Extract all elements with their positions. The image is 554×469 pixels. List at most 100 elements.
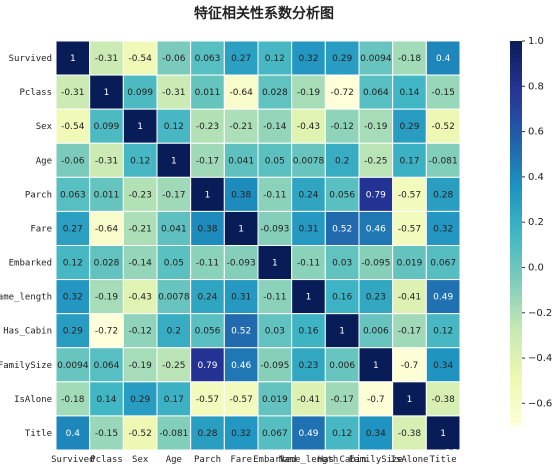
cell-value-label: 0.17 xyxy=(164,395,184,405)
colorbar-tick-label: −0.6 xyxy=(528,398,552,409)
cell-value-label: 0.063 xyxy=(195,54,221,64)
cell-value-label: -0.12 xyxy=(331,122,354,132)
heatmap-cell xyxy=(257,74,293,110)
cell-value-label: -0.06 xyxy=(162,54,186,64)
y-tick-label: Name_length xyxy=(0,293,52,303)
cell-value-label: 0.063 xyxy=(60,190,86,200)
cell-value-label: -0.25 xyxy=(364,156,387,166)
y-axis-labels: Survived Pclass Sex Age Parch Fare Embarked Nam… xyxy=(0,54,53,439)
heatmap-cell xyxy=(425,210,461,247)
cell-value-label: 0.099 xyxy=(94,122,120,132)
y-tick-label: Title xyxy=(25,429,52,439)
cell-value-label: 0.14 xyxy=(96,395,116,405)
cell-value-label: 0.056 xyxy=(329,190,355,200)
cell-value-label: -0.57 xyxy=(196,395,219,405)
y-tick-label: Survived xyxy=(9,54,52,64)
x-tick-label: Title xyxy=(430,455,457,465)
heatmap-cell xyxy=(223,74,259,110)
heatmap-cell xyxy=(223,381,259,417)
cell-value-label: -0.54 xyxy=(61,122,85,132)
heatmap-cell xyxy=(257,279,293,315)
x-tick-label: IsAlone xyxy=(391,455,429,465)
cell-value-label: 0.49 xyxy=(298,429,318,439)
x-tick-label: Parch xyxy=(194,455,221,465)
cell-value-label: 0.0094 xyxy=(57,361,89,371)
cell-value-label: 0.12 xyxy=(265,54,285,64)
cell-value-label: 0.12 xyxy=(130,156,150,166)
x-tick-label: Survived xyxy=(51,455,94,465)
cell-value-label: -0.31 xyxy=(95,156,118,166)
cell-value-label: -0.21 xyxy=(230,122,253,132)
cell-value-label: 0.16 xyxy=(332,293,352,303)
heatmap-cell xyxy=(257,415,293,451)
heatmap-cells: 1 -0.31 -0.54 -0.06 0.063 0.27 0.12 0.32 0.29 0.0… xyxy=(55,40,461,451)
heatmap-cell xyxy=(257,313,293,349)
y-tick-label: IsAlone xyxy=(14,395,52,405)
cell-value-label: 0.099 xyxy=(127,88,153,98)
x-tick-label: Sex xyxy=(132,455,149,465)
y-tick-label: Pclass xyxy=(19,88,52,98)
cell-value-label: 0.46 xyxy=(366,224,386,234)
cell-value-label: 0.79 xyxy=(197,361,217,371)
cell-value-label: -0.11 xyxy=(297,259,320,269)
cell-value-label: -0.43 xyxy=(129,293,152,303)
cell-value-label: -0.23 xyxy=(129,190,152,200)
cell-value-label: 0.79 xyxy=(366,190,386,200)
cell-value-label: 0.31 xyxy=(231,293,251,303)
heatmap-cell xyxy=(122,279,158,315)
heatmap-cell xyxy=(324,381,360,417)
heatmap-cell xyxy=(190,279,225,315)
cell-value-label: -0.31 xyxy=(61,88,84,98)
cell-value-label: -0.19 xyxy=(95,293,119,303)
heatmap-cell xyxy=(392,381,427,417)
heatmap-cell xyxy=(324,210,360,247)
cell-value-label: 1 xyxy=(137,122,143,132)
cell-value-label: -0.57 xyxy=(398,224,421,234)
heatmap-cell xyxy=(55,40,91,76)
cell-value-label: -0.17 xyxy=(196,156,219,166)
cell-value-label: 0.05 xyxy=(164,259,184,269)
heatmap-cell xyxy=(55,142,91,178)
cell-value-label: 0.24 xyxy=(298,190,318,200)
heatmap-cell xyxy=(425,279,461,315)
heatmap-cell xyxy=(291,381,326,417)
cell-value-label: -0.18 xyxy=(61,395,85,405)
heatmap-cell xyxy=(324,245,360,281)
cell-value-label: -0.093 xyxy=(227,259,256,269)
cell-value-label: -0.38 xyxy=(432,395,456,405)
cell-value-label: -0.15 xyxy=(432,88,455,98)
cell-value-label: 0.28 xyxy=(433,190,453,200)
heatmap-cell xyxy=(425,313,461,349)
cell-value-label: 0.17 xyxy=(399,156,419,166)
cell-value-label: -0.19 xyxy=(129,361,153,371)
heatmap-cell xyxy=(89,415,124,451)
cell-value-label: 0.32 xyxy=(231,429,251,439)
cell-value-label: 0.29 xyxy=(130,395,150,405)
cell-value-label: 0.12 xyxy=(433,327,453,337)
cell-value-label: 1 xyxy=(407,395,413,405)
heatmap-cell xyxy=(89,381,124,417)
cell-value-label: 0.064 xyxy=(363,88,389,98)
heatmap-cell xyxy=(55,279,91,315)
cell-value-label: 0.0078 xyxy=(158,293,190,303)
cell-value-label: -0.72 xyxy=(331,88,354,98)
cell-value-label: -0.18 xyxy=(398,54,422,64)
cell-value-label: 1 xyxy=(306,293,312,303)
cell-value-label: 0.38 xyxy=(197,224,217,234)
heatmap-cell xyxy=(392,74,427,110)
colorbar-tick-label: 0.4 xyxy=(528,172,544,183)
cell-value-label: 0.23 xyxy=(366,293,386,303)
heatmap-cell xyxy=(55,176,91,212)
heatmap-cell xyxy=(55,245,91,281)
cell-value-label: 0.32 xyxy=(433,224,453,234)
heatmap-cell xyxy=(358,40,394,76)
cell-value-label: -0.64 xyxy=(95,224,119,234)
cell-value-label: 0.49 xyxy=(433,293,453,303)
cell-value-label: 0.12 xyxy=(63,259,83,269)
heatmap-cell xyxy=(223,210,259,247)
heatmap-cell xyxy=(223,176,259,212)
heatmap-cell xyxy=(156,210,192,247)
heatmap-cell xyxy=(89,176,124,212)
heatmap-cell xyxy=(425,40,461,76)
